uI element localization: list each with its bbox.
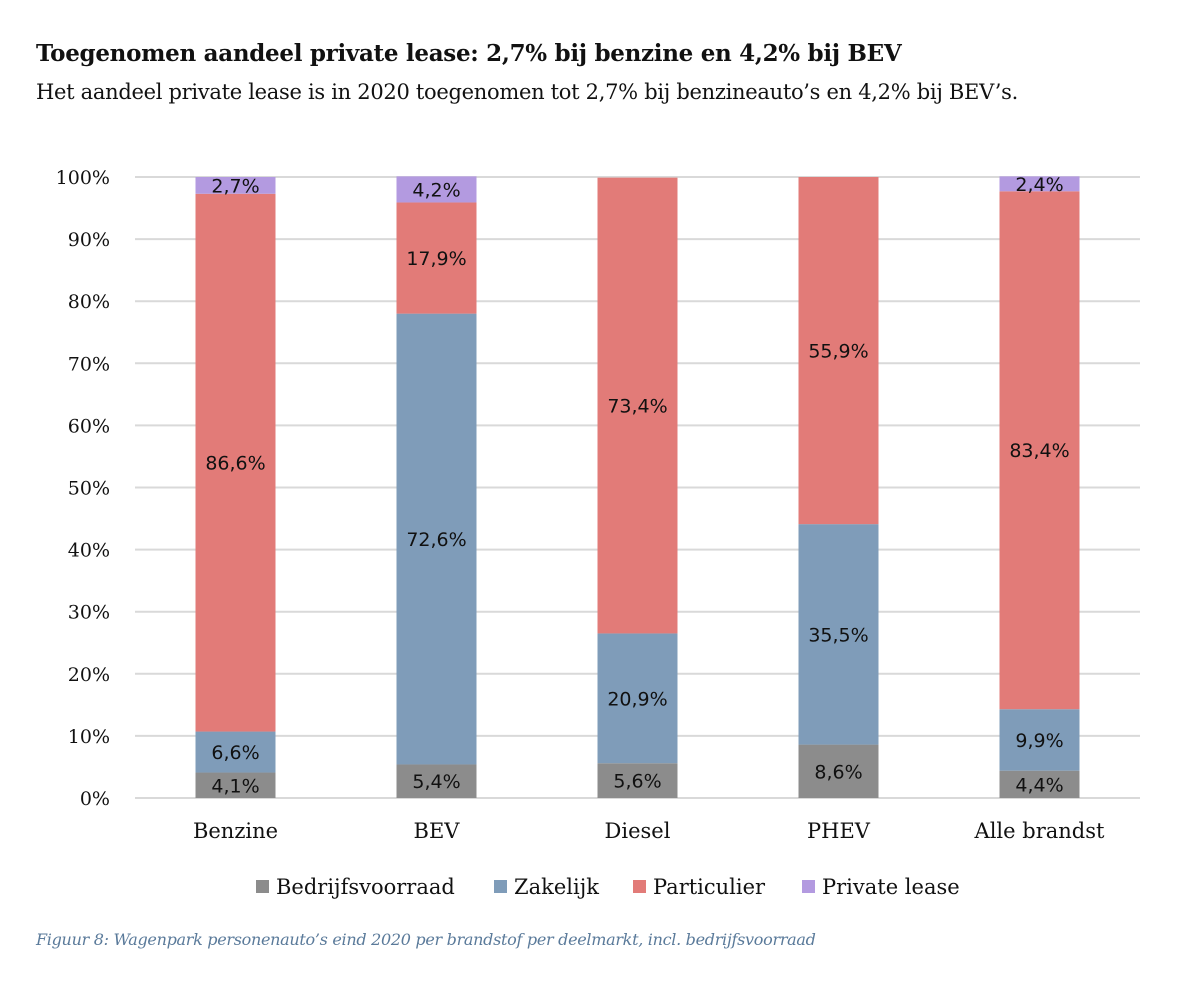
bar-segment-particulier: [597, 177, 678, 634]
bar-segment-zakelijk: [597, 633, 678, 764]
data-label: 5,6%: [613, 771, 661, 793]
legend: Bedrijfsvoorraad Zakelijk Particulier Priva…: [256, 875, 960, 899]
bars: [195, 176, 1080, 798]
legend-swatch: [494, 880, 507, 893]
bar-segment-private-lease: [999, 176, 1080, 192]
y-tick-label: 90%: [68, 229, 110, 251]
y-tick-label: 30%: [68, 602, 110, 624]
y-tick-label: 60%: [68, 415, 110, 437]
bar-segment-particulier: [396, 202, 477, 314]
legend-swatch: [802, 880, 815, 893]
data-label: 83,4%: [1009, 440, 1069, 462]
data-label: 5,4%: [412, 771, 460, 793]
data-label: 17,9%: [406, 248, 466, 270]
bar-segment-zakelijk: [195, 731, 276, 773]
legend-label: Private lease: [822, 875, 960, 899]
data-label: 6,6%: [211, 742, 259, 764]
bar-segment-particulier: [999, 191, 1080, 710]
data-label: 2,4%: [1015, 174, 1063, 196]
data-label: 8,6%: [814, 761, 862, 783]
data-label: 4,2%: [412, 179, 460, 201]
data-label: 4,1%: [211, 775, 259, 797]
y-tick-label: 100%: [56, 167, 110, 189]
data-label: 73,4%: [607, 396, 667, 418]
data-label: 20,9%: [607, 688, 667, 710]
y-tick-label: 80%: [68, 291, 110, 313]
x-category-label: Alle brandst: [974, 819, 1105, 843]
x-category-label: Benzine: [193, 819, 278, 843]
data-label: 35,5%: [808, 624, 868, 646]
bar-segment-zakelijk: [396, 313, 477, 765]
data-label: 4,4%: [1015, 774, 1063, 796]
y-tick-label: 10%: [68, 726, 110, 748]
figure-caption: Figuur 8: Wagenpark personenauto’s eind …: [36, 930, 816, 949]
y-tick-label: 50%: [68, 478, 110, 500]
x-category-label: Diesel: [605, 819, 671, 843]
legend-swatch: [256, 880, 269, 893]
legend-swatch: [633, 880, 646, 893]
bar-segment-zakelijk: [798, 524, 879, 745]
y-axis-ticks: 0% 10% 20% 30% 40% 50% 60% 70% 80% 90% 100%: [56, 167, 110, 810]
x-axis-categories: Benzine BEV Diesel PHEV Alle brandst: [193, 819, 1105, 843]
bar-segment-zakelijk: [999, 709, 1080, 771]
y-tick-label: 70%: [68, 353, 110, 375]
bar-segment-bedrijfsvoorraad: [798, 744, 879, 798]
data-labels: 4,1% 6,6% 86,6% 2,7% 5,4% 72,6% 17,9% 4,2% 5,6% 2…: [205, 174, 1069, 797]
legend-label: Bedrijfsvoorraad: [276, 875, 455, 899]
x-category-label: BEV: [414, 819, 461, 843]
y-tick-label: 40%: [68, 540, 110, 562]
legend-label: Particulier: [653, 875, 766, 899]
data-label: 72,6%: [406, 529, 466, 551]
bar-segment-bedrijfsvoorraad: [396, 764, 477, 798]
bar-segment-private-lease: [396, 176, 477, 203]
bar-segment-particulier: [798, 177, 879, 525]
data-label: 9,9%: [1015, 730, 1063, 752]
chart-title: Toegenomen aandeel private lease: 2,7% b…: [36, 40, 902, 67]
bar-segment-private-lease: [195, 177, 276, 194]
bar-segment-bedrijfsvoorraad: [999, 770, 1080, 798]
y-tick-label: 20%: [68, 664, 110, 686]
legend-label: Zakelijk: [514, 875, 599, 899]
y-tick-label: 0%: [80, 788, 110, 810]
x-category-label: PHEV: [807, 819, 871, 843]
data-label: 2,7%: [211, 175, 259, 197]
data-label: 55,9%: [808, 341, 868, 363]
bar-segment-bedrijfsvoorraad: [195, 772, 276, 798]
chart-subtitle: Het aandeel private lease is in 2020 toe…: [36, 80, 1018, 104]
bar-segment-particulier: [195, 193, 276, 732]
bar-segment-bedrijfsvoorraad: [597, 763, 678, 798]
data-label: 86,6%: [205, 453, 265, 475]
